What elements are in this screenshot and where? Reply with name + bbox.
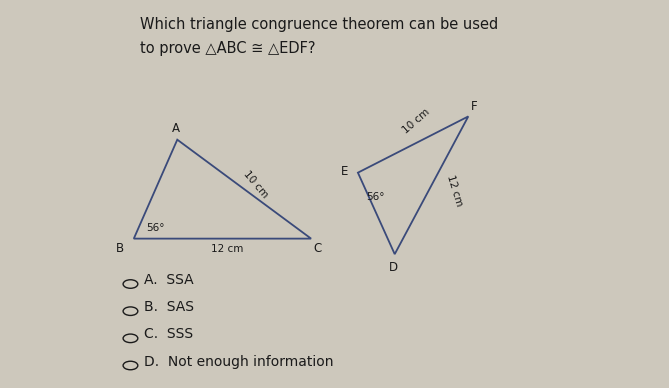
Text: F: F xyxy=(471,100,478,113)
Text: B.  SAS: B. SAS xyxy=(144,300,194,314)
Text: E: E xyxy=(341,165,348,178)
Text: D: D xyxy=(389,261,398,274)
Text: 10 cm: 10 cm xyxy=(401,107,432,136)
Text: Which triangle congruence theorem can be used: Which triangle congruence theorem can be… xyxy=(140,17,499,33)
Text: C.  SSS: C. SSS xyxy=(144,327,193,341)
Text: to prove △ABC ≅ △EDF?: to prove △ABC ≅ △EDF? xyxy=(140,41,316,56)
Text: A.  SSA: A. SSA xyxy=(144,273,193,287)
Text: A: A xyxy=(172,122,180,135)
Text: C: C xyxy=(313,242,321,256)
Text: 56°: 56° xyxy=(367,192,385,202)
Text: 12 cm: 12 cm xyxy=(445,173,464,207)
Text: B: B xyxy=(116,242,124,256)
Text: 56°: 56° xyxy=(146,223,165,233)
Text: 12 cm: 12 cm xyxy=(211,244,244,255)
Text: 10 cm: 10 cm xyxy=(242,169,270,200)
Text: D.  Not enough information: D. Not enough information xyxy=(144,355,333,369)
